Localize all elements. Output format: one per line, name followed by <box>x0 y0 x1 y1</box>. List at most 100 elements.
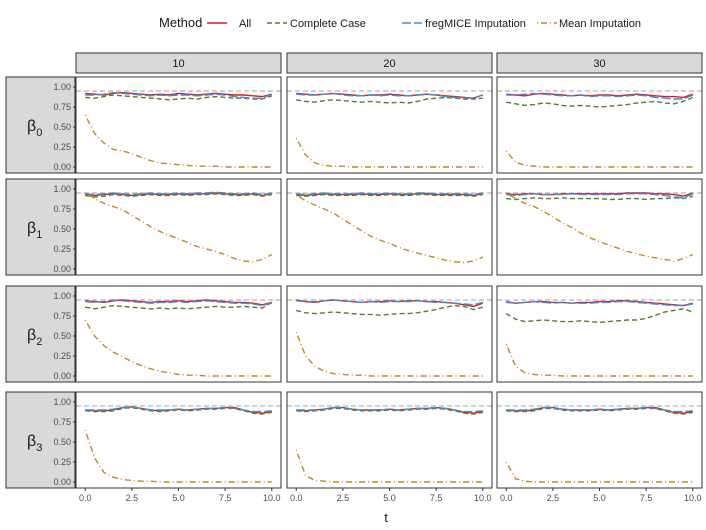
panel-r1-c1 <box>286 178 493 276</box>
y-tick-label: 0.75 <box>53 417 71 427</box>
series-line-mean-imputation <box>505 192 694 262</box>
y-tick-label: 0.00 <box>53 162 71 172</box>
series-line-fregmice-imputation <box>506 193 694 199</box>
column-strips: 10 20 30 <box>75 52 703 74</box>
panel-r1-c2 <box>496 178 703 276</box>
y-tick-label: 1.00 <box>53 184 71 194</box>
legend-label-0: All <box>239 18 251 30</box>
panel-background <box>76 392 281 488</box>
series-line-mean-imputation <box>84 192 273 263</box>
series-line-all <box>296 193 483 197</box>
series-line-complete-case <box>85 301 273 310</box>
x-axis-title: t <box>384 510 388 525</box>
panel-r1-c0 <box>75 178 282 276</box>
y-tick-label: 0.50 <box>53 122 71 132</box>
x-tick-label: 7.5 <box>430 493 443 503</box>
series-line-fregmice-imputation <box>296 299 483 306</box>
series-line-complete-case <box>506 96 694 108</box>
legend-title: Method <box>159 15 202 30</box>
x-tick-label: 10.0 <box>684 493 702 503</box>
series-line-fregmice-imputation <box>506 406 693 413</box>
panel-background <box>497 179 702 275</box>
y-tick-label: 0.25 <box>53 142 71 152</box>
series-line-complete-case <box>505 308 694 324</box>
panel-border <box>286 178 493 276</box>
panel-r0-c2 <box>496 76 703 174</box>
series-line-fregmice-imputation <box>85 91 273 99</box>
series-line-mean-imputation <box>295 194 484 264</box>
x-tick-label: 5.0 <box>172 493 185 503</box>
panel-r3-c0 <box>75 391 282 489</box>
series-line-mean-imputation <box>505 343 693 377</box>
legend-label-1: Complete Case <box>290 18 366 30</box>
y-axes: 0.00 0.25 0.50 0.75 1.00 0.00 0.25 0.50 0.75 1.00… <box>53 82 76 487</box>
y-tick-label: 0.25 <box>53 351 71 361</box>
y-tick-label: 1.00 <box>53 397 71 407</box>
x-tick-label: 5.0 <box>383 493 396 503</box>
row-strip-3 <box>5 391 76 489</box>
panel-border <box>286 76 493 174</box>
y-tick-label: 0.75 <box>53 102 71 112</box>
row-strip-0 <box>5 76 76 174</box>
series-line-fregmice-imputation <box>85 406 272 413</box>
panel-r0-c1 <box>286 76 493 174</box>
y-tick-label: 0.50 <box>53 331 71 341</box>
panel-border <box>496 285 703 383</box>
legend: Method All Complete Case fregMICE Imputati… <box>159 15 641 30</box>
y-tick-label: 1.00 <box>53 82 71 92</box>
row-strip-2 <box>5 285 76 383</box>
series-line-fregmice-imputation <box>296 92 484 99</box>
series-line-complete-case <box>296 96 483 104</box>
series-line-fregmice-imputation <box>296 192 483 196</box>
panels <box>75 76 703 489</box>
x-tick-label: 2.5 <box>547 493 560 503</box>
y-tick-label: 1.00 <box>53 291 71 301</box>
panel-background <box>497 77 702 173</box>
series-line-mean-imputation <box>505 150 693 168</box>
panel-background <box>287 77 492 173</box>
series-line-mean-imputation <box>505 461 693 483</box>
series-line-complete-case <box>296 304 483 316</box>
x-tick-label: 7.5 <box>640 493 653 503</box>
x-tick-label: 7.5 <box>219 493 232 503</box>
y-tick-label: 0.25 <box>53 457 71 467</box>
x-axes: 0.0 2.5 5.0 7.5 10.0 0.0 2.5 5.0 7.5 10.0 0.0 2.5 5.… <box>79 488 702 503</box>
column-strip-label-2: 30 <box>593 58 605 70</box>
x-tick-label: 0.0 <box>500 493 513 503</box>
x-tick-label: 2.5 <box>337 493 350 503</box>
panel-r2-c0 <box>75 285 282 383</box>
panel-background <box>497 286 702 382</box>
series-line-complete-case <box>506 195 693 201</box>
series-line-fregmice-imputation <box>506 300 693 307</box>
column-strip-0 <box>75 52 282 74</box>
y-tick-label: 0.00 <box>53 477 71 487</box>
panel-r0-c0 <box>75 76 282 174</box>
panel-border <box>75 285 282 383</box>
column-strip-label-1: 20 <box>383 58 395 70</box>
series-line-complete-case <box>85 94 273 101</box>
panel-background <box>287 392 492 488</box>
panel-r3-c1 <box>286 391 493 489</box>
column-strip-1 <box>286 52 493 74</box>
y-tick-label: 0.75 <box>53 204 71 214</box>
panel-border <box>75 76 282 174</box>
series-line-complete-case <box>85 193 272 198</box>
panel-border <box>75 178 282 276</box>
panel-border <box>286 285 493 383</box>
series-line-mean-imputation <box>84 319 272 377</box>
series-line-mean-imputation <box>84 114 272 168</box>
legend-label-2: fregMICE Imputation <box>425 18 526 30</box>
x-tick-label: 10.0 <box>474 493 492 503</box>
panel-r3-c2 <box>496 391 703 489</box>
legend-label-3: Mean Imputation <box>559 18 641 30</box>
series-line-mean-imputation <box>295 449 483 483</box>
series-line-complete-case <box>296 193 483 197</box>
y-tick-label: 0.00 <box>53 371 71 381</box>
panel-border <box>496 178 703 276</box>
y-tick-label: 0.50 <box>53 437 71 447</box>
x-tick-label: 5.0 <box>593 493 606 503</box>
panel-r2-c2 <box>496 285 703 383</box>
column-strip-2 <box>496 52 703 74</box>
